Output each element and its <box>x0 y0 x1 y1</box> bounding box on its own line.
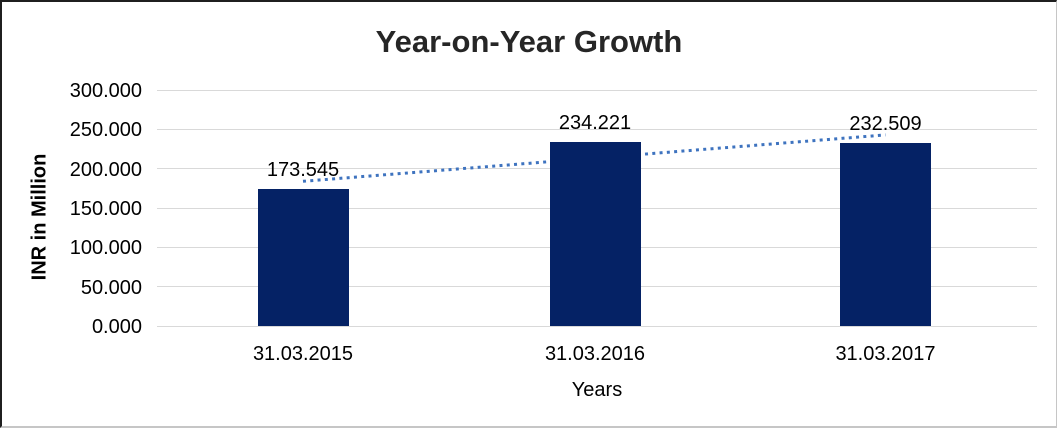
gridline <box>157 128 1037 130</box>
gridline <box>157 89 1037 91</box>
x-category-label: 31.03.2017 <box>835 343 936 365</box>
y-tick-label: 100.000 <box>69 237 142 260</box>
bar <box>840 143 931 326</box>
y-tick-label: 0.000 <box>91 316 142 338</box>
y-tick-label: 300.000 <box>69 80 142 102</box>
y-tick-label: 50.000 <box>80 276 142 299</box>
x-category-label: 31.03.2015 <box>252 343 354 365</box>
x-category-label: 31.03.2016 <box>544 343 646 365</box>
bar <box>257 189 349 326</box>
data-label: 234.221 <box>558 111 632 134</box>
data-label: 173.545 <box>266 159 340 182</box>
data-label: 232.509 <box>849 113 922 136</box>
x-axis: 31.03.2015 31.03.2016 31.03.2017 <box>157 342 1037 366</box>
y-tick-label: 200.000 <box>69 158 142 181</box>
x-axis-title: Years <box>571 379 623 401</box>
plot-area: 173.545 234.221 232.509 <box>157 89 1037 327</box>
bar <box>549 141 641 326</box>
y-tick-label: 250.000 <box>69 119 142 142</box>
chart-title: Year-on-Year Growth <box>375 24 683 59</box>
gridline <box>157 325 1037 327</box>
y-tick-label: 150.000 <box>69 198 142 220</box>
